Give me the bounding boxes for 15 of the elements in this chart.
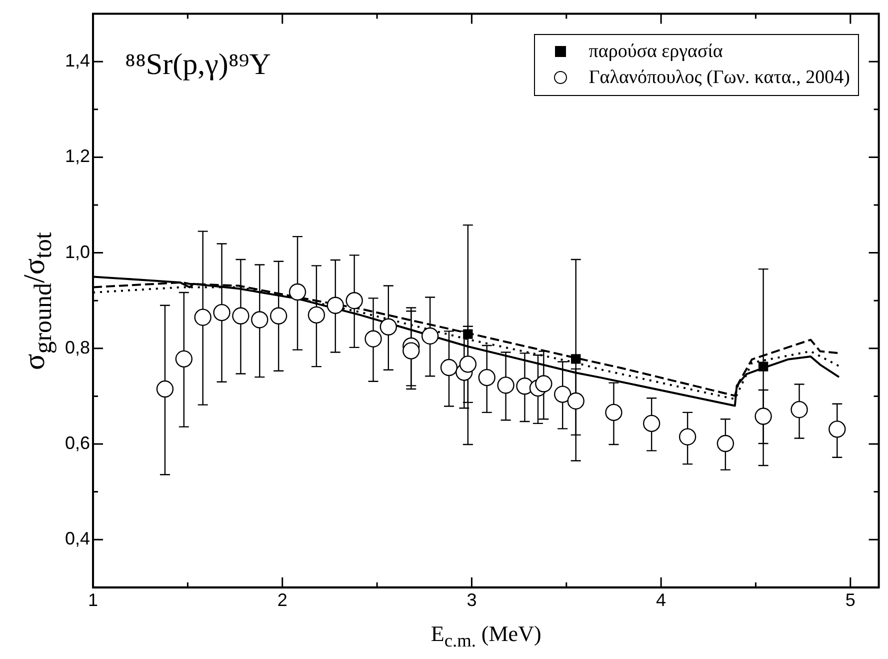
legend-label: Γαλανόπουλος (Γων. κατα., 2004) [588,66,850,89]
legend-label: παρούσα εργασία [588,40,723,63]
x-tick-label: 2 [277,590,288,610]
x-tick-label: 4 [656,590,666,610]
annotation: ⁸⁸Sr(p,γ)⁸⁹Y [125,48,271,82]
y-tick-label: 1,0 [64,242,90,262]
y-tick-label: 0,8 [64,337,90,358]
y-tick-label: 1,2 [64,146,90,166]
y-tick-label: 1,4 [64,50,90,71]
y-tick-label: 0,4 [64,528,90,549]
x-tick-label: 5 [845,590,856,610]
x-axis-title: E$_{c.m.}$ (MeV) [430,621,542,652]
x-tick-label: 3 [466,590,477,610]
y-tick-label: 0,6 [64,432,90,453]
x-tick-label: 1 [88,590,98,610]
